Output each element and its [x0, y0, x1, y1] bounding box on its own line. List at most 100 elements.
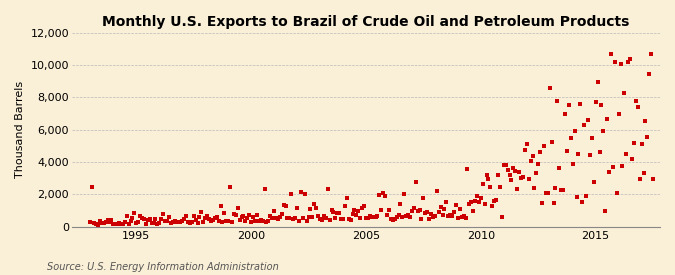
Point	[408, 206, 419, 211]
Point	[475, 196, 486, 200]
Point	[422, 210, 433, 214]
Point	[282, 216, 293, 221]
Point	[248, 215, 259, 219]
Point	[184, 221, 195, 225]
Point	[525, 159, 536, 164]
Point	[632, 104, 643, 109]
Point	[544, 86, 555, 90]
Point	[577, 200, 588, 204]
Point	[230, 213, 241, 217]
Point	[90, 222, 101, 227]
Point	[602, 117, 613, 121]
Point	[286, 192, 297, 196]
Point	[119, 219, 130, 224]
Point	[227, 219, 238, 224]
Point	[414, 208, 425, 213]
Point	[181, 214, 192, 219]
Point	[483, 177, 494, 181]
Point	[466, 200, 477, 204]
Point	[326, 208, 337, 212]
Point	[516, 176, 526, 181]
Point	[580, 193, 591, 198]
Point	[234, 218, 245, 222]
Point	[313, 214, 323, 218]
Point	[376, 208, 387, 212]
Point	[372, 213, 383, 218]
Point	[646, 52, 657, 56]
Point	[642, 134, 653, 139]
Point	[383, 208, 394, 212]
Point	[250, 218, 261, 223]
Point	[556, 187, 566, 192]
Point	[217, 219, 228, 224]
Point	[200, 216, 211, 220]
Point	[127, 216, 138, 220]
Point	[435, 205, 446, 210]
Point	[520, 148, 531, 152]
Point	[512, 186, 522, 191]
Point	[196, 210, 207, 214]
Point	[381, 213, 392, 217]
Point	[267, 216, 277, 221]
Point	[129, 210, 140, 215]
Point	[122, 214, 132, 218]
Point	[205, 219, 216, 224]
Point	[594, 150, 605, 154]
Point	[238, 213, 249, 218]
Point	[344, 217, 354, 221]
Point	[257, 219, 268, 223]
Point	[252, 213, 263, 218]
Point	[124, 222, 134, 226]
Point	[136, 215, 147, 220]
Point	[437, 212, 448, 217]
Point	[265, 214, 275, 219]
Point	[523, 177, 534, 181]
Point	[169, 219, 180, 223]
Point	[358, 203, 369, 208]
Point	[290, 216, 300, 220]
Point	[571, 195, 582, 199]
Point	[454, 207, 465, 211]
Point	[322, 187, 333, 191]
Point	[412, 209, 423, 213]
Point	[204, 217, 215, 221]
Point	[152, 221, 163, 226]
Point	[294, 218, 304, 223]
Point	[369, 215, 379, 219]
Point	[603, 170, 614, 175]
Point	[317, 218, 327, 222]
Point	[596, 103, 607, 108]
Point	[299, 192, 310, 196]
Point	[101, 220, 111, 225]
Point	[644, 72, 655, 76]
Point	[207, 218, 218, 222]
Point	[219, 211, 230, 216]
Point	[533, 162, 543, 166]
Point	[514, 170, 524, 174]
Point	[95, 219, 105, 223]
Point	[192, 221, 203, 225]
Point	[232, 206, 243, 210]
Point	[154, 221, 165, 226]
Point	[138, 217, 149, 222]
Point	[173, 220, 184, 224]
Point	[472, 194, 483, 199]
Point	[637, 141, 647, 146]
Point	[630, 99, 641, 104]
Point	[485, 185, 496, 189]
Point	[367, 214, 377, 219]
Point	[518, 175, 529, 179]
Point	[259, 187, 270, 192]
Point	[244, 213, 254, 217]
Point	[497, 214, 508, 219]
Point	[113, 221, 124, 226]
Point	[347, 212, 358, 216]
Point	[447, 214, 458, 218]
Y-axis label: Thousand Barrels: Thousand Barrels	[15, 81, 25, 178]
Point	[539, 144, 549, 148]
Point	[427, 215, 438, 219]
Point	[495, 185, 506, 189]
Point	[456, 214, 467, 219]
Point	[638, 170, 649, 175]
Point	[592, 80, 603, 85]
